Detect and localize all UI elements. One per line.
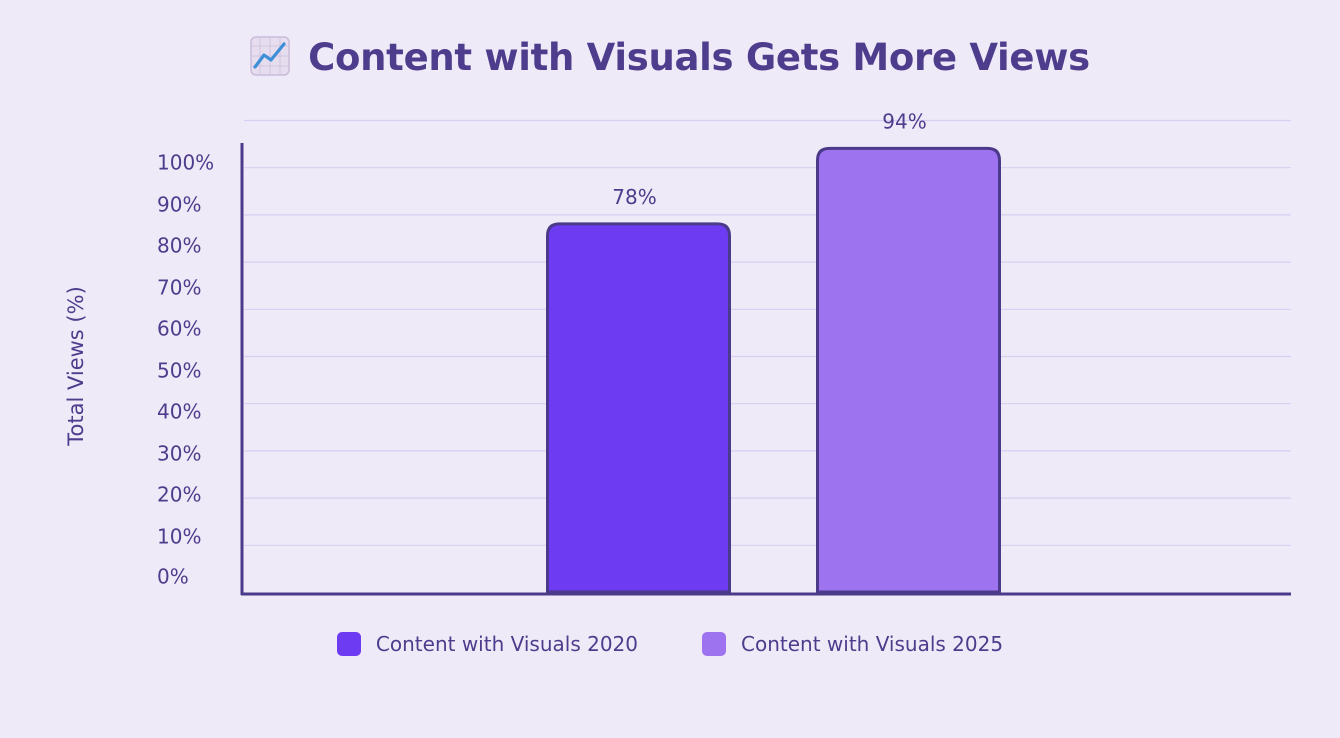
data-label: 94%	[882, 109, 926, 133]
data-labels: 78% 94%	[612, 109, 926, 209]
legend: Content with Visuals 2020 Content with Vi…	[0, 632, 1340, 656]
legend-item: Content with Visuals 2025	[702, 632, 1003, 656]
data-label: 78%	[612, 185, 656, 209]
chart-title: Content with Visuals Gets More Views	[0, 36, 1340, 79]
legend-swatch	[336, 632, 361, 656]
y-tick-label: 80%	[157, 234, 201, 258]
y-tick-label: 100%	[157, 151, 214, 175]
y-axis-title: Total Views (%)	[64, 286, 88, 447]
y-tick-label: 30%	[157, 442, 201, 466]
y-tick-label: 10%	[157, 525, 201, 549]
legend-label: Content with Visuals 2025	[741, 632, 1004, 656]
y-tick-labels: 0% 10% 20% 30% 40% 50% 60% 70% 80% 90% 100%	[157, 151, 214, 589]
y-tick-label: 0%	[157, 565, 189, 589]
axes	[240, 143, 1291, 596]
y-tick-label: 90%	[157, 193, 201, 217]
bar-2025	[816, 146, 1001, 594]
y-tick-label: 20%	[157, 483, 201, 507]
y-tick-label: 60%	[157, 317, 201, 341]
chart-increasing-icon	[250, 36, 290, 76]
legend-item: Content with Visuals 2020	[336, 632, 638, 656]
y-tick-label: 40%	[157, 400, 201, 424]
y-tick-label: 70%	[157, 276, 201, 300]
legend-swatch	[702, 632, 726, 656]
y-tick-label: 50%	[157, 359, 201, 383]
bars	[546, 146, 1001, 594]
grid-lines	[244, 119, 1291, 546]
legend-label: Content with Visuals 2020	[375, 632, 638, 656]
bar-2020	[546, 222, 731, 594]
chart-title-text: Content with Visuals Gets More Views	[308, 36, 1090, 79]
